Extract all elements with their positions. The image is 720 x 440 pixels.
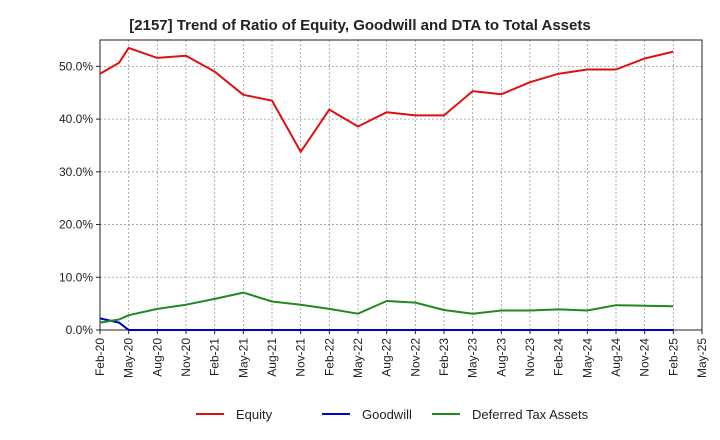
series-lines — [99, 46, 674, 331]
x-tick-label: Nov-22 — [408, 338, 422, 377]
x-tick-label: Feb-20 — [93, 338, 107, 376]
legend: Equity Goodwill Deferred Tax Assets — [196, 407, 589, 422]
series-line-deferred-tax-assets — [99, 291, 674, 324]
x-tick-label: Nov-20 — [179, 338, 193, 377]
x-tick-label: Aug-24 — [609, 338, 623, 377]
series-line-goodwill — [99, 317, 674, 331]
y-tick-label: 0.0% — [66, 323, 94, 337]
x-tick-label: Aug-20 — [150, 338, 164, 377]
x-tick-label: Feb-25 — [666, 338, 680, 376]
x-tick-label: Feb-23 — [437, 338, 451, 376]
grid-lines — [99, 40, 703, 331]
legend-label: Goodwill — [362, 407, 412, 422]
y-tick-label: 10.0% — [59, 270, 93, 284]
x-tick-label: Nov-23 — [523, 338, 537, 377]
plot-area — [99, 39, 703, 331]
x-tick-label: May-23 — [466, 338, 480, 378]
x-tick-label: May-22 — [351, 338, 365, 378]
x-tick-label: Feb-24 — [552, 338, 566, 376]
x-tick-label: Aug-23 — [494, 338, 508, 377]
y-tick-label: 50.0% — [59, 59, 93, 73]
x-axis: Feb-20 May-20 Aug-20 Nov-20 Feb-21 May-21 Aug-… — [93, 330, 709, 378]
legend-label: Equity — [236, 407, 273, 422]
x-tick-label: Nov-24 — [638, 338, 652, 377]
x-tick-label: May-21 — [236, 338, 250, 378]
x-tick-label: Nov-21 — [294, 338, 308, 377]
x-tick-label: Aug-21 — [265, 338, 279, 377]
legend-label: Deferred Tax Assets — [472, 407, 589, 422]
x-tick-label: Feb-21 — [208, 338, 222, 376]
y-tick-label: 20.0% — [59, 218, 93, 232]
x-tick-label: May-25 — [695, 338, 709, 378]
x-tick-label: Feb-22 — [322, 338, 336, 376]
y-axis: 0.0% 10.0% 20.0% 30.0% 40.0% 50.0% — [59, 59, 100, 337]
x-tick-label: Aug-22 — [380, 338, 394, 377]
x-tick-label: May-24 — [580, 338, 594, 378]
y-tick-label: 30.0% — [59, 165, 93, 179]
y-tick-label: 40.0% — [59, 112, 93, 126]
chart-title: [2157] Trend of Ratio of Equity, Goodwil… — [129, 17, 590, 34]
series-line-equity — [99, 46, 674, 153]
x-tick-label: May-20 — [122, 338, 136, 378]
